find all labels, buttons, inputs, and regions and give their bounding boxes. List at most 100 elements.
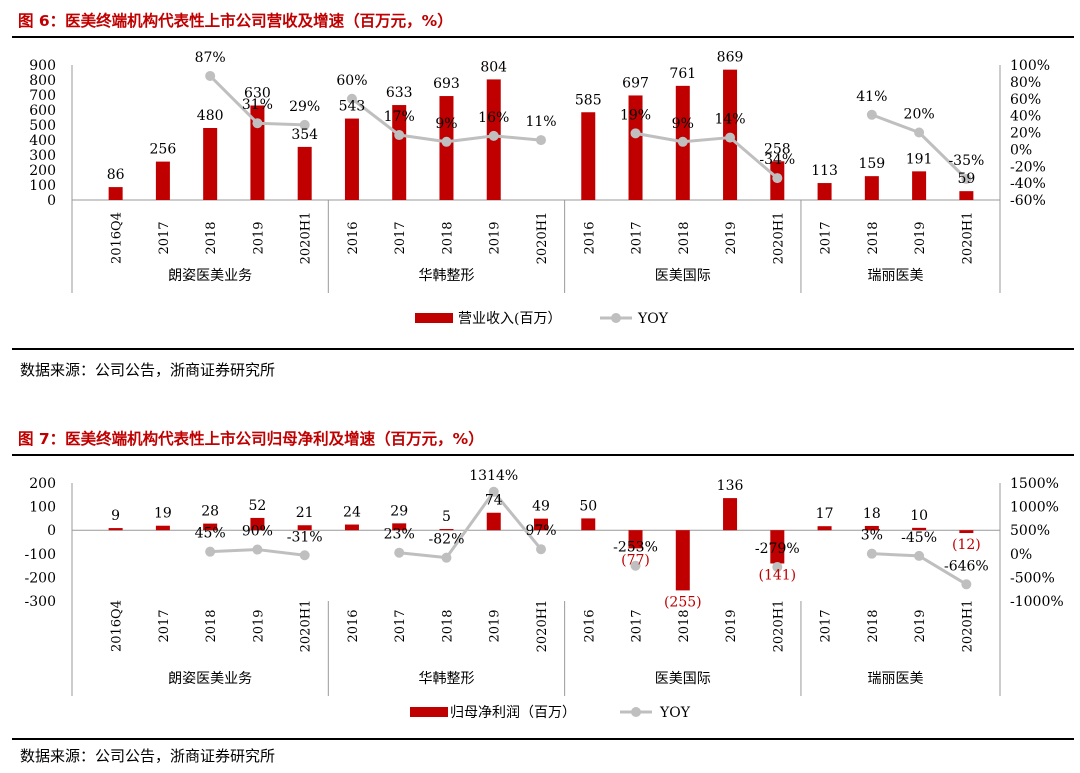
category-label: 2016: [582, 221, 597, 254]
left-axis-tick-label: 700: [29, 88, 56, 104]
category-label: 2018: [440, 221, 455, 254]
bar: [344, 118, 359, 200]
yoy-value-label: 16%: [478, 110, 509, 126]
yoy-point: [914, 127, 925, 138]
right-axis-tick-label: 80%: [1010, 75, 1041, 91]
bar: [108, 528, 123, 531]
category-label: 2018: [866, 221, 881, 254]
category-label: 2019: [913, 609, 928, 642]
yoy-point: [914, 550, 925, 561]
figure-6-bottom-rule: [12, 348, 1074, 350]
bar-value-label: 24: [343, 505, 361, 521]
bar: [675, 530, 690, 591]
right-axis-tick-label: 40%: [1010, 109, 1041, 125]
yoy-line-segment: [493, 134, 542, 142]
yoy-line-segment: [871, 113, 920, 134]
figure-7-title: 图 7：医美终端机构代表性上市公司归母净利及增速（百万元，%）: [18, 430, 484, 448]
bar-value-label: 49: [532, 499, 550, 515]
group-label: 瑞丽医美: [867, 671, 923, 687]
group-label: 华韩整形: [418, 268, 474, 284]
category-label: 2018: [677, 221, 692, 254]
bar: [439, 96, 454, 200]
left-axis-tick-label: 600: [29, 103, 56, 119]
group-label: 华韩整形: [418, 671, 474, 687]
bar: [486, 512, 501, 531]
yoy-point: [299, 550, 310, 561]
yoy-point: [205, 70, 216, 81]
yoy-line-segment: [399, 551, 447, 560]
category-label: 2019: [251, 609, 266, 642]
bar: [581, 518, 596, 531]
yoy-line-segment: [257, 548, 305, 557]
yoy-value-label: 9%: [435, 116, 457, 132]
right-axis-tick-label: -20%: [1010, 159, 1046, 175]
bar: [297, 146, 312, 200]
bar: [959, 191, 974, 200]
right-axis-tick-label: 1000%: [1010, 500, 1059, 516]
category-label: 2016Q4: [110, 212, 125, 264]
bar: [155, 525, 170, 531]
yoy-value-label: 17%: [384, 109, 415, 125]
bar: [959, 530, 974, 534]
group-label: 瑞丽医美: [867, 268, 923, 284]
yoy-point: [630, 560, 641, 571]
bar-value-label: 543: [339, 99, 366, 115]
yoy-line-segment: [682, 136, 731, 144]
bar: [912, 171, 927, 200]
category-label: 2017: [393, 221, 408, 254]
bar-value-label: 28: [201, 504, 219, 520]
yoy-value-label: 90%: [242, 524, 273, 540]
yoy-value-label: -45%: [901, 530, 937, 546]
right-axis-tick-label: -1000%: [1010, 594, 1064, 610]
legend-bar-label: 营业收入(百万）: [458, 311, 561, 327]
bar-value-label: 50: [579, 498, 597, 514]
bar: [297, 525, 312, 531]
legend-bar-swatch: [410, 707, 448, 717]
group-label: 朗姿医美业务: [168, 671, 252, 687]
yoy-value-label: 97%: [525, 523, 556, 539]
yoy-point: [205, 546, 216, 557]
yoy-value-label: 87%: [195, 50, 226, 66]
right-axis-tick-label: 20%: [1010, 126, 1041, 142]
bar-value-label: 136: [717, 478, 744, 494]
category-label: 2017: [819, 609, 834, 642]
bar-value-label: 52: [249, 498, 267, 514]
category-label: 2016: [346, 609, 361, 642]
yoy-line-segment: [257, 121, 305, 127]
yoy-value-label: -35%: [948, 153, 984, 169]
bar: [250, 105, 265, 200]
left-axis-tick-label: 0: [47, 193, 56, 209]
left-axis-tick-label: -300: [25, 594, 56, 610]
yoy-value-label: 14%: [714, 112, 745, 128]
legend-line-marker: [611, 313, 621, 323]
category-label: 2018: [866, 609, 881, 642]
yoy-point: [346, 93, 357, 104]
bar: [108, 187, 123, 200]
category-label: 2019: [913, 221, 928, 254]
yoy-value-label: -279%: [755, 541, 800, 557]
bar-value-label: 869: [717, 50, 744, 66]
bar: [439, 529, 454, 531]
bar-value-label: 630: [244, 86, 271, 102]
category-label: 2017: [157, 221, 172, 254]
figure-7-source: 数据来源：公司公告，浙商证券研究所: [20, 747, 276, 765]
bar-value-label: 21: [296, 505, 314, 521]
right-axis-tick-label: 0%: [1010, 142, 1032, 158]
yoy-point: [488, 486, 499, 497]
yoy-value-label: 20%: [904, 107, 935, 123]
yoy-point: [441, 136, 452, 147]
category-label: 2020H1: [771, 212, 786, 265]
bar-value-label: 159: [858, 156, 885, 172]
bar-value-label: 10: [910, 508, 928, 524]
group-label: 医美国际: [655, 268, 711, 284]
bar-value-label: 86: [107, 167, 125, 183]
legend-bar-label: 归母净利润（百万）: [450, 704, 576, 721]
bar-value-label: 113: [811, 163, 838, 179]
yoy-point: [630, 128, 641, 139]
figure-6-top-rule: [12, 36, 1074, 38]
yoy-value-label: 11%: [525, 114, 556, 130]
category-label: 2016Q4: [110, 600, 125, 652]
bar-value-label: 804: [480, 59, 507, 75]
left-axis-tick-label: 900: [29, 58, 56, 74]
